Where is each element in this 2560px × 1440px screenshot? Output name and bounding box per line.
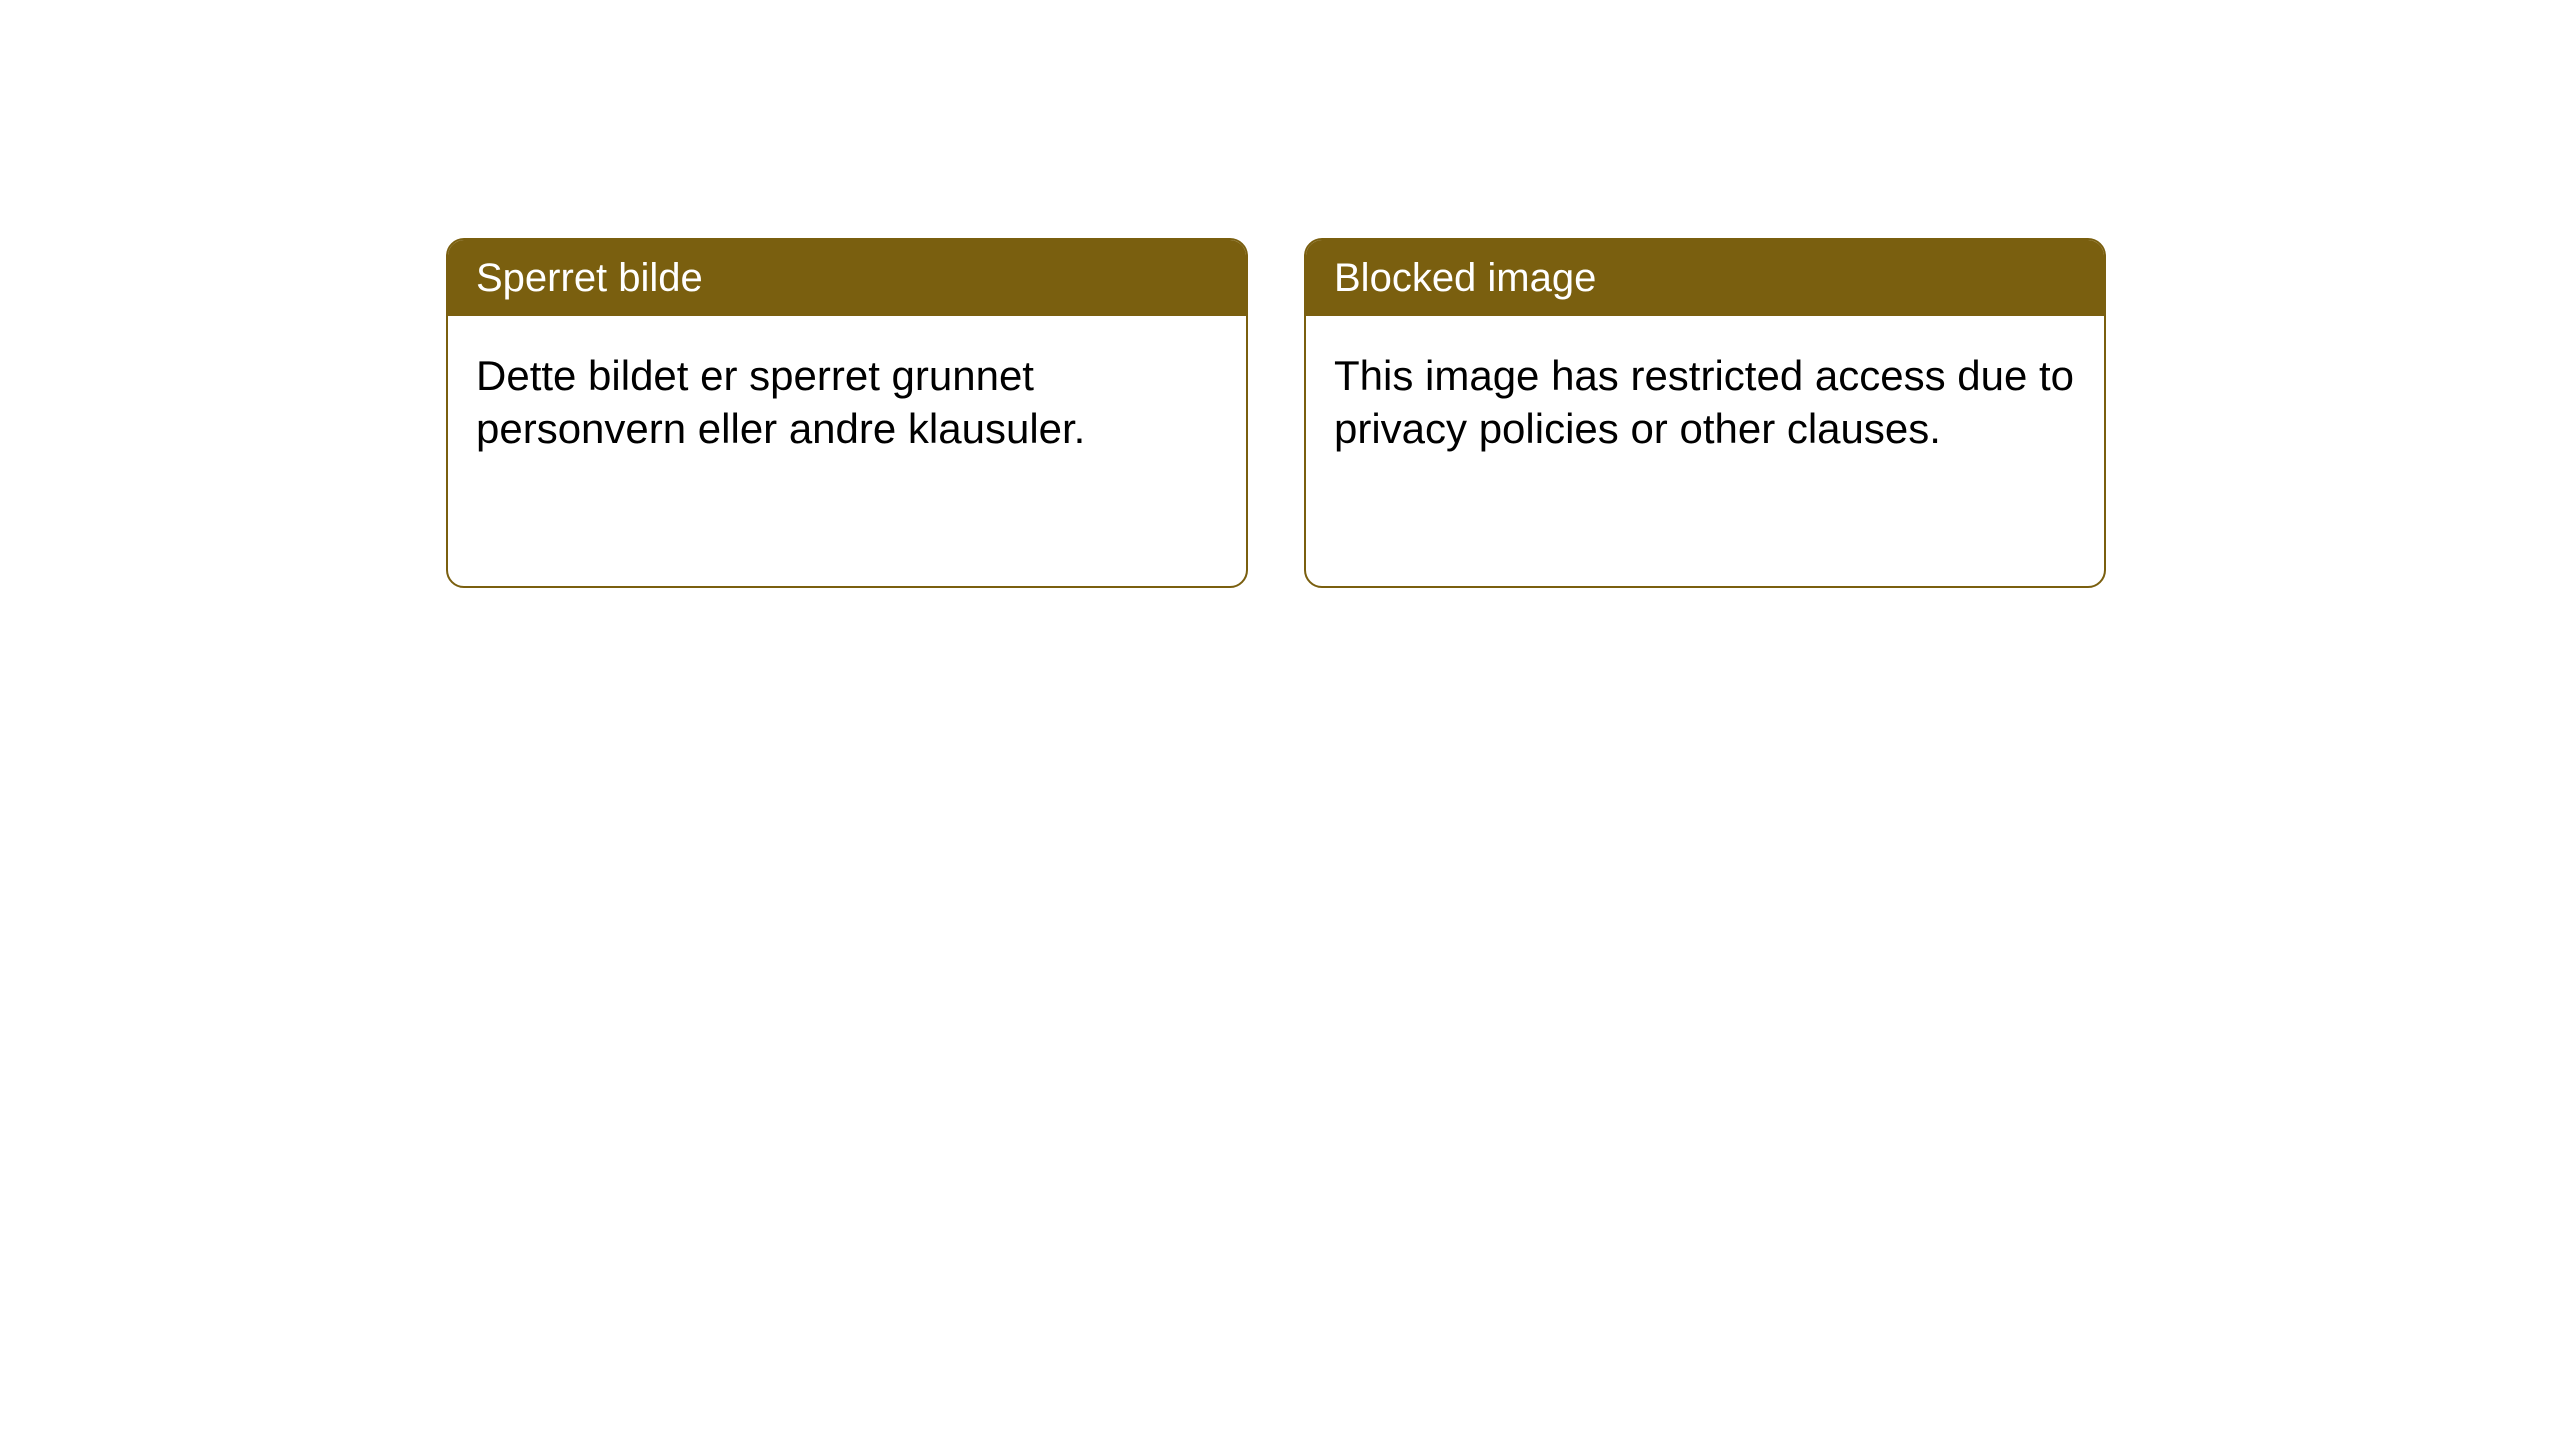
notice-title: Blocked image <box>1334 256 1596 300</box>
notice-header: Blocked image <box>1306 240 2104 316</box>
notice-card-english: Blocked image This image has restricted … <box>1304 238 2106 588</box>
notice-body: Dette bildet er sperret grunnet personve… <box>448 316 1246 586</box>
notice-body: This image has restricted access due to … <box>1306 316 2104 586</box>
notices-container: Sperret bilde Dette bildet er sperret gr… <box>446 238 2106 588</box>
notice-title: Sperret bilde <box>476 256 703 300</box>
notice-body-text: This image has restricted access due to … <box>1334 352 2074 452</box>
notice-card-norwegian: Sperret bilde Dette bildet er sperret gr… <box>446 238 1248 588</box>
notice-header: Sperret bilde <box>448 240 1246 316</box>
notice-body-text: Dette bildet er sperret grunnet personve… <box>476 352 1085 452</box>
